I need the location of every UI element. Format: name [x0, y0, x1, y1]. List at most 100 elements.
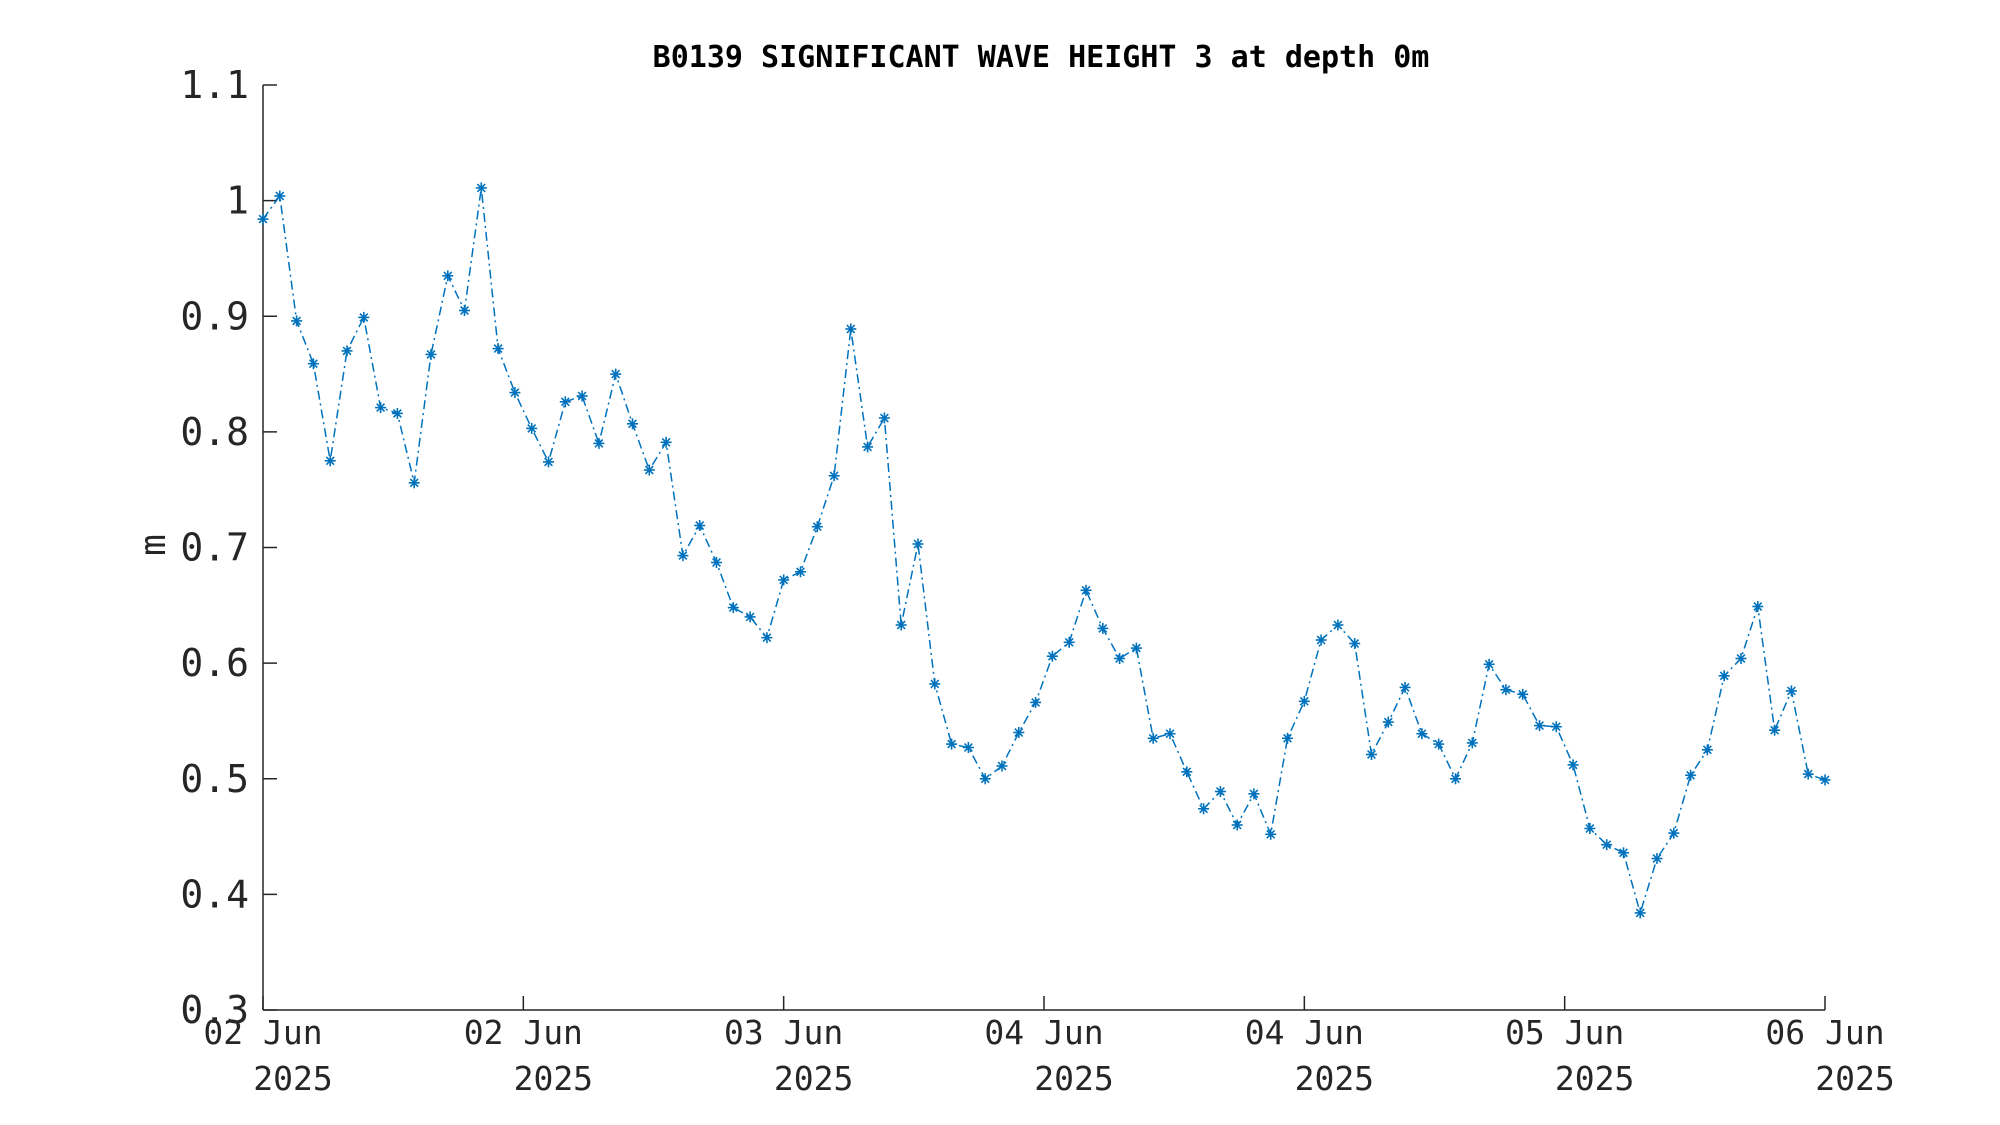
x-tick-label: 02 Jun — [203, 1013, 322, 1052]
data-point — [475, 182, 487, 194]
data-point — [1634, 907, 1646, 919]
data-point — [761, 632, 773, 644]
data-point — [274, 190, 286, 202]
data-point — [1685, 769, 1697, 781]
data-point — [610, 368, 622, 380]
x-tick-label: 05 Jun — [1505, 1013, 1624, 1052]
x-tick-label: 02 Jun — [464, 1013, 583, 1052]
data-point — [862, 441, 874, 453]
x-tick-label: 06 Jun — [1765, 1013, 1884, 1052]
data-point — [1231, 819, 1243, 831]
data-point — [1550, 721, 1562, 733]
chart-title: B0139 SIGNIFICANT WAVE HEIGHT 3 at depth… — [653, 40, 1430, 75]
data-series — [257, 182, 1831, 919]
data-point — [845, 323, 857, 335]
data-point — [912, 538, 924, 550]
y-tick-label: 0.3 — [180, 988, 249, 1032]
x-tick-year-label: 2025 — [514, 1059, 593, 1098]
data-point — [1517, 688, 1529, 700]
data-point — [1752, 601, 1764, 612]
series-line — [262, 187, 1826, 916]
data-point — [828, 470, 840, 482]
data-point — [711, 557, 722, 568]
data-point — [459, 305, 470, 316]
data-point — [1248, 788, 1260, 800]
y-tick-label: 0.7 — [180, 526, 249, 570]
y-tick-label: 0.8 — [180, 410, 249, 454]
data-point — [1450, 773, 1461, 785]
data-point — [1416, 728, 1428, 740]
data-point — [1214, 786, 1226, 797]
data-point — [375, 402, 387, 414]
data-point — [1063, 636, 1075, 648]
data-point — [1298, 695, 1310, 707]
x-tick-label: 04 Jun — [1245, 1013, 1364, 1052]
data-point — [878, 412, 890, 424]
data-point — [593, 437, 605, 449]
data-point — [1735, 653, 1747, 664]
x-tick-year-label: 2025 — [1815, 1059, 1894, 1098]
x-tick-label: 04 Jun — [984, 1013, 1103, 1052]
data-point — [1097, 622, 1109, 634]
data-point — [1315, 634, 1327, 646]
data-point — [744, 611, 756, 623]
data-point — [1198, 803, 1210, 815]
x-tick-year-label: 2025 — [253, 1059, 332, 1098]
data-point — [391, 407, 403, 419]
data-point — [694, 520, 706, 531]
data-point — [1668, 827, 1680, 839]
y-axis-label: m — [133, 534, 174, 556]
data-point — [307, 358, 319, 370]
data-point — [291, 315, 303, 327]
data-point — [576, 390, 588, 402]
data-point — [1567, 759, 1579, 771]
data-point — [929, 678, 941, 690]
data-point — [1030, 696, 1042, 708]
data-point — [1382, 716, 1394, 728]
y-tick-label: 0.5 — [180, 757, 249, 801]
data-point — [1584, 823, 1596, 834]
data-point — [1147, 732, 1159, 744]
data-point — [1181, 766, 1193, 778]
data-point — [627, 418, 638, 430]
data-point — [1433, 738, 1445, 750]
data-point — [1819, 774, 1831, 786]
data-point — [1164, 728, 1176, 740]
data-point — [727, 602, 739, 614]
data-point — [341, 345, 353, 357]
data-point — [1718, 670, 1730, 682]
y-tick-label: 0.6 — [180, 641, 249, 685]
data-point — [442, 270, 454, 282]
data-point — [677, 550, 689, 562]
data-point — [1785, 685, 1797, 697]
data-point — [1265, 828, 1277, 840]
data-point — [1114, 653, 1126, 664]
y-tick-label: 1 — [226, 179, 249, 223]
data-point — [543, 456, 554, 468]
data-point — [257, 213, 269, 225]
data-point — [1601, 839, 1613, 851]
data-point — [425, 348, 437, 360]
data-point — [895, 619, 907, 631]
data-point — [408, 477, 420, 489]
x-axis-ticks: 02 Jun 2025 02 Jun 2025 03 Jun 2025 04 Jun 2025… — [203, 996, 1895, 1098]
data-point — [979, 773, 991, 785]
data-point — [962, 742, 974, 753]
data-point — [811, 521, 823, 533]
data-point — [1802, 768, 1814, 780]
data-point — [1399, 681, 1411, 693]
data-point — [1332, 619, 1344, 631]
x-tick-year-label: 2025 — [774, 1059, 853, 1098]
x-tick-year-label: 2025 — [1034, 1059, 1113, 1098]
data-point — [1046, 650, 1058, 662]
data-point — [1618, 847, 1629, 859]
data-point — [1282, 732, 1293, 744]
y-tick-label: 0.4 — [180, 872, 249, 916]
data-point — [1080, 584, 1092, 596]
data-point — [526, 422, 538, 434]
data-point — [492, 343, 504, 355]
data-point — [324, 455, 336, 467]
data-point — [559, 396, 571, 408]
